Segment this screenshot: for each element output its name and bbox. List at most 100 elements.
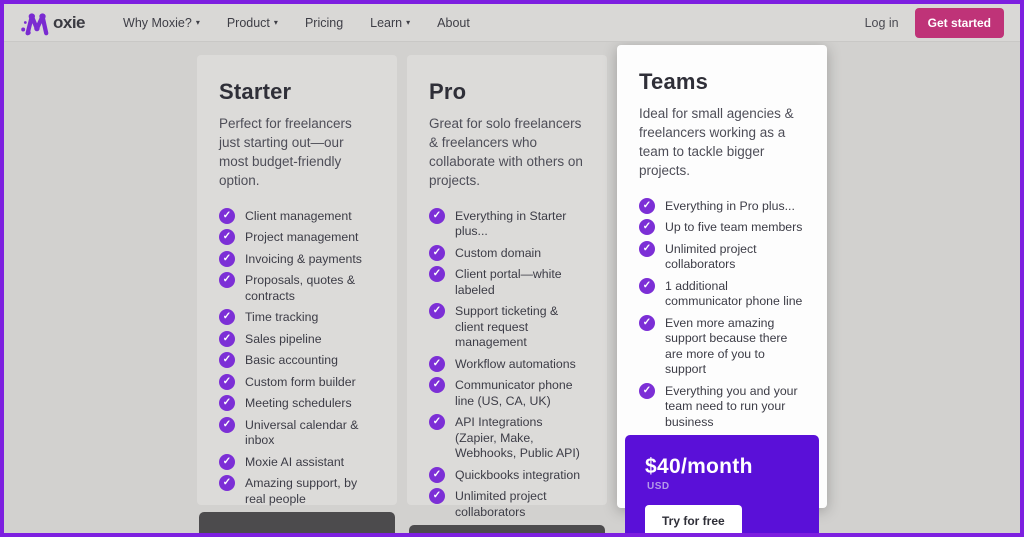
try-for-free-button[interactable]: Try for free: [645, 505, 742, 533]
feature-item: ✓ Everything you and your team need to ru…: [639, 382, 805, 431]
nav-item-learn[interactable]: Learn ▾: [370, 16, 410, 30]
feature-item: ✓ Everything in Starter plus...: [429, 207, 585, 240]
feature-item: ✓ Unlimited project collaborators: [429, 488, 585, 520]
feature-label: Everything in Pro plus...: [665, 198, 795, 213]
feature-label: Quickbooks integration: [455, 467, 581, 482]
feature-item: ✓ Meeting schedulers: [219, 395, 375, 412]
pricing-page: Starter Perfect for freelancers just sta…: [4, 42, 1020, 533]
plan-title: Pro: [429, 79, 467, 104]
feature-list: ✓ Everything in Pro plus... ✓ Up to five te…: [639, 197, 805, 431]
check-icon: ✓: [219, 207, 235, 224]
nav-item-pricing[interactable]: Pricing: [305, 16, 343, 30]
feature-item: ✓ Amazing support, by real people: [219, 475, 375, 507]
feature-label: Even more amazing support because there …: [665, 315, 788, 377]
feature-item: ✓ Even more amazing support because there…: [639, 314, 805, 378]
check-icon: ✓: [639, 219, 655, 236]
nav-item-label: Pricing: [304, 15, 344, 30]
check-icon: ✓: [429, 244, 445, 261]
plan-footer: $12/month USD Try for free: [199, 512, 395, 533]
plan-price: $40/month: [645, 455, 753, 479]
check-icon: ✓: [639, 382, 655, 399]
chevron-down-icon: ▾: [195, 18, 200, 27]
check-icon: ✓: [219, 272, 235, 289]
plan-currency: USD: [647, 481, 670, 493]
log-in-link[interactable]: Log in: [864, 15, 899, 30]
feature-label: Support ticketing & client request manag…: [455, 304, 559, 350]
feature-label: Custom form builder: [245, 374, 356, 389]
check-icon: ✓: [429, 377, 445, 394]
check-icon: ✓: [429, 303, 445, 320]
check-icon: ✓: [219, 352, 235, 369]
feature-label: Workflow automations: [455, 356, 576, 371]
feature-label: Meeting schedulers: [245, 396, 352, 411]
nav-item-about[interactable]: About: [437, 16, 470, 30]
nav-item-label: Product: [226, 15, 270, 30]
moxie-logo[interactable]: oxie: [20, 10, 86, 36]
feature-label: Unlimited project collaborators: [665, 241, 757, 272]
check-icon: ✓: [429, 466, 445, 483]
check-icon: ✓: [219, 475, 235, 492]
check-icon: ✓: [219, 229, 235, 246]
feature-label: Amazing support, by real people: [245, 476, 358, 506]
feature-item: ✓ Unlimited project collaborators: [639, 240, 805, 273]
check-icon: ✓: [219, 330, 235, 347]
feature-item: ✓ Time tracking: [219, 309, 375, 326]
plan-footer: $40/month USD Try for free: [625, 435, 819, 533]
feature-label: Time tracking: [245, 310, 319, 325]
feature-label: Invoicing & payments: [245, 251, 362, 266]
feature-label: Project management: [245, 230, 359, 245]
feature-label: Sales pipeline: [245, 331, 322, 346]
feature-list: ✓ Client management ✓ Project management ✓ In…: [219, 207, 375, 508]
feature-item: ✓ Project management: [219, 229, 375, 246]
feature-item: ✓ Everything in Pro plus...: [639, 197, 805, 215]
check-icon: ✓: [219, 309, 235, 326]
check-icon: ✓: [429, 266, 445, 283]
feature-label: 1 additional communicator phone line: [665, 278, 803, 309]
check-icon: ✓: [639, 314, 655, 331]
feature-item: ✓ Client management: [219, 207, 375, 225]
check-icon: ✓: [219, 373, 235, 390]
feature-label: Client management: [245, 208, 352, 223]
logo-wordmark: oxie: [53, 12, 86, 32]
feature-item: ✓ API Integrations (Zapier, Make, Webhook…: [429, 414, 585, 462]
feature-label: Proposals, quotes & contracts: [245, 273, 356, 303]
plan-footer: $25/month USD Try for free: [409, 525, 605, 533]
chevron-down-icon: ▾: [273, 18, 278, 27]
nav-item-why-moxie[interactable]: Why Moxie? ▾: [123, 16, 200, 30]
pricing-card-teams: Teams Ideal for small agencies & freelan…: [617, 45, 827, 533]
feature-item: ✓ Workflow automations: [429, 355, 585, 373]
pricing-card-starter: Starter Perfect for freelancers just sta…: [197, 55, 397, 533]
feature-label: API Integrations (Zapier, Make, Webhooks…: [455, 415, 580, 461]
check-icon: ✓: [219, 416, 235, 433]
feature-label: Everything in Starter plus...: [455, 208, 567, 239]
plan-title: Starter: [219, 79, 292, 104]
feature-item: ✓ Basic accounting: [219, 352, 375, 369]
check-icon: ✓: [429, 488, 445, 505]
feature-label: Custom domain: [455, 245, 542, 260]
nav-item-label: Why Moxie?: [123, 15, 192, 30]
nav-item-label: Learn: [370, 15, 403, 30]
check-icon: ✓: [219, 250, 235, 267]
check-icon: ✓: [219, 395, 235, 412]
top-navigation-bar: oxie Why Moxie? ▾ Product ▾ Pricing Learn ▾ Abo…: [4, 4, 1020, 42]
card-body: Pro Great for solo freelancers & freelan…: [407, 55, 607, 525]
feature-item: ✓ Moxie AI assistant: [219, 453, 375, 471]
check-icon: ✓: [639, 240, 655, 257]
feature-item: ✓ Support ticketing & client request mana…: [429, 303, 585, 351]
check-icon: ✓: [429, 207, 445, 224]
feature-list: ✓ Everything in Starter plus... ✓ Custom do…: [429, 207, 585, 521]
nav-item-product[interactable]: Product ▾: [227, 16, 278, 30]
feature-label: Unlimited project collaborators: [455, 489, 547, 519]
feature-item: ✓ Sales pipeline: [219, 330, 375, 348]
feature-item: ✓ Proposals, quotes & contracts: [219, 272, 375, 304]
plan-price: $12/month: [219, 532, 375, 533]
feature-label: Up to five team members: [665, 220, 803, 235]
pricing-cards-row: Starter Perfect for freelancers just sta…: [4, 42, 1020, 533]
get-started-button[interactable]: Get started: [914, 7, 1004, 38]
chevron-down-icon: ▾: [406, 18, 411, 27]
feature-item: ✓ Up to five team members: [639, 219, 805, 236]
check-icon: ✓: [429, 355, 445, 372]
card-body: Teams Ideal for small agencies & freelan…: [617, 45, 827, 435]
feature-label: Everything you and your team need to run…: [665, 383, 798, 429]
feature-label: Basic accounting: [245, 353, 338, 368]
